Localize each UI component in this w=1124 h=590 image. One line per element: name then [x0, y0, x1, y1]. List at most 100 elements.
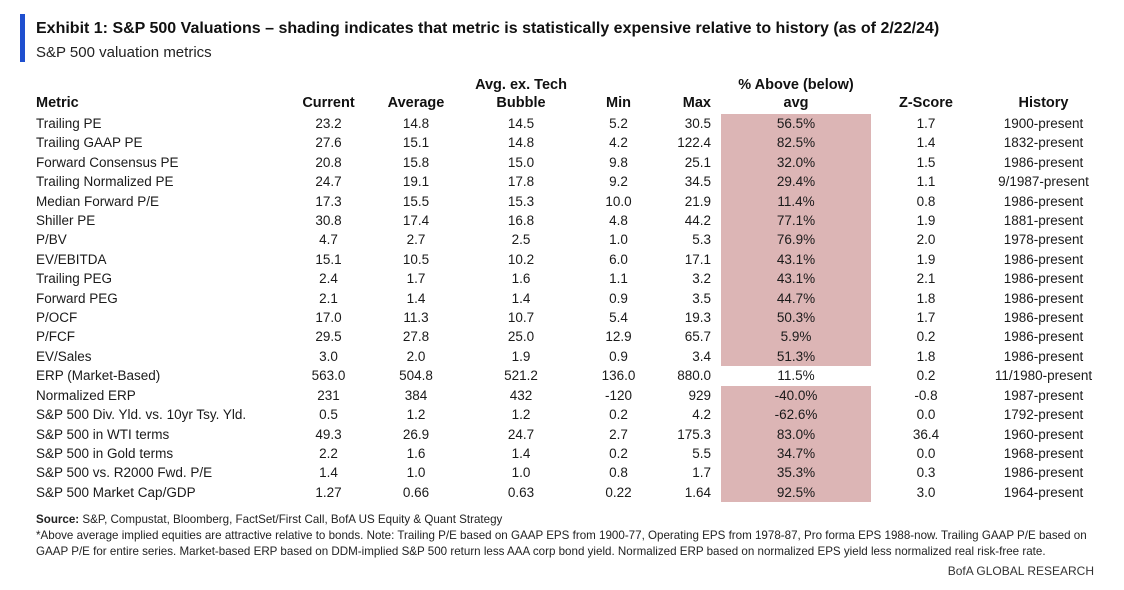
cell-zscore: 1.8: [916, 348, 936, 364]
cell-pct-above-avg: 51.3%: [721, 346, 871, 367]
cell-metric: S&P 500 in WTI terms: [36, 426, 170, 442]
cell-pct-above-avg: 35.3%: [721, 463, 871, 483]
cell-min: 0.2: [609, 407, 628, 423]
table-row: S&P 500 Market Cap/GDP 1.27 0.66 0.63 0.22 1.…: [36, 482, 1106, 503]
cell-avg-ex-tech: 521.2: [504, 368, 538, 384]
cell-average: 15.1: [402, 135, 430, 151]
cell-pct-above-avg: 92.5%: [721, 482, 871, 503]
cell-pct-above-avg: 11.4%: [721, 191, 871, 212]
cell-average: 14.8: [402, 116, 430, 131]
cell-zscore: 3.0: [916, 484, 936, 500]
table-row: Shiller PE 30.8 17.4 16.8 4.8 44.2 77.1% 1.9 188…: [36, 211, 1106, 231]
cell-pct-above-avg: 44.7%: [721, 288, 871, 309]
cell-current: 0.5: [319, 407, 338, 423]
notes-section: Source: S&P, Compustat, Bloomberg, FactS…: [36, 512, 1106, 560]
cell-min: 6.0: [609, 251, 628, 267]
cell-min: 2.7: [609, 426, 628, 442]
exhibit-title: Exhibit 1: S&P 500 Valuations – shading …: [36, 20, 940, 37]
cell-current: 4.7: [319, 232, 338, 248]
table-row: Forward PEG 2.1 1.4 1.4 0.9 3.5 44.7% 1.8 1986-p…: [36, 288, 1106, 309]
cell-avg-ex-tech: 15.0: [507, 154, 535, 170]
table-row: S&P 500 in Gold terms 2.2 1.6 1.4 0.2 5.5 34.7…: [36, 443, 1106, 464]
cell-zscore: 0.0: [916, 445, 936, 461]
cell-min: 9.2: [609, 174, 628, 190]
cell-max: 19.3: [684, 310, 711, 326]
header-max: Max: [682, 95, 711, 111]
cell-current: 20.8: [315, 154, 342, 170]
cell-average: 384: [404, 387, 428, 403]
cell-zscore: -0.8: [914, 387, 938, 403]
header-zscore: Z-Score: [899, 95, 953, 111]
cell-metric: EV/Sales: [36, 348, 92, 364]
header-min: Min: [606, 95, 631, 111]
cell-min: 9.8: [609, 154, 628, 170]
table-row: Normalized ERP 231 384 432 -120 929 -40.0% -0.8…: [36, 385, 1106, 406]
cell-metric: Median Forward P/E: [36, 193, 160, 209]
cell-zscore: 1.9: [916, 251, 936, 267]
cell-average: 1.4: [406, 290, 426, 306]
cell-average: 10.5: [402, 251, 430, 267]
cell-metric: Shiller PE: [36, 213, 96, 229]
cell-min: 10.0: [605, 193, 632, 209]
cell-avg-ex-tech: 10.7: [507, 310, 535, 326]
cell-min: 0.8: [609, 465, 628, 481]
header-avg-ex-tech: Avg. ex. Tech Bubble: [461, 76, 581, 114]
cell-min: 0.22: [605, 484, 632, 500]
source-line: Source: S&P, Compustat, Bloomberg, FactS…: [36, 512, 1106, 528]
cell-zscore: 1.7: [916, 310, 936, 326]
cell-current: 3.0: [319, 348, 338, 364]
valuation-table-container: Metric Current Average Avg. ex. Tech Bub…: [36, 76, 1106, 503]
header-pct-line1: % Above (below): [738, 77, 854, 93]
cell-metric: S&P 500 in Gold terms: [36, 445, 174, 461]
table-row: EV/Sales 3.0 2.0 1.9 0.9 3.4 51.3% 1.8 1986-pres…: [36, 346, 1106, 367]
cell-max: 1.64: [684, 484, 711, 500]
cell-current: 30.8: [315, 213, 342, 229]
cell-max: 21.9: [684, 193, 711, 209]
table-row: EV/EBITDA 15.1 10.5 10.2 6.0 17.1 43.1% 1.9 1986…: [36, 249, 1106, 270]
table-row: Trailing PEG 2.4 1.7 1.6 1.1 3.2 43.1% 2.1 1986-…: [36, 269, 1106, 289]
cell-min: 5.2: [609, 116, 628, 131]
table-row: S&P 500 in WTI terms 49.3 26.9 24.7 2.7 175.3…: [36, 424, 1106, 444]
cell-metric: P/OCF: [36, 310, 78, 326]
cell-min: 5.4: [609, 310, 628, 326]
cell-average: 1.7: [406, 271, 426, 287]
table-row: P/FCF 29.5 27.8 25.0 12.9 65.7 5.9% 0.2 1986-pre…: [36, 327, 1106, 347]
cell-avg-ex-tech: 1.9: [511, 348, 531, 364]
cell-average: 17.4: [402, 213, 430, 229]
cell-history: 1986-present: [1003, 251, 1084, 267]
cell-current: 1.27: [315, 484, 342, 500]
cell-average: 2.0: [406, 348, 426, 364]
cell-min: 1.0: [609, 232, 628, 248]
cell-pct-above-avg: 50.3%: [721, 308, 871, 328]
cell-min: 4.2: [609, 135, 628, 151]
cell-min: 0.9: [609, 290, 628, 306]
cell-max: 3.4: [692, 348, 711, 364]
cell-history: 1987-present: [1003, 387, 1084, 403]
cell-pct-above-avg: -40.0%: [721, 385, 871, 406]
cell-history: 1986-present: [1003, 193, 1084, 209]
cell-max: 4.2: [692, 407, 711, 423]
cell-history: 1964-present: [1003, 484, 1084, 500]
cell-zscore: 0.0: [916, 407, 936, 423]
cell-avg-ex-tech: 2.5: [511, 232, 531, 248]
cell-average: 2.7: [406, 232, 426, 248]
cell-min: 0.2: [609, 445, 628, 461]
cell-metric: Trailing PEG: [36, 271, 113, 287]
table-row: P/BV 4.7 2.7 2.5 1.0 5.3 76.9% 2.0 1978-present: [36, 230, 1106, 250]
cell-metric: P/BV: [36, 232, 67, 248]
cell-current: 17.0: [315, 310, 342, 326]
cell-current: 563.0: [311, 368, 346, 384]
cell-zscore: 0.8: [916, 193, 936, 209]
cell-history: 1986-present: [1003, 154, 1084, 170]
cell-zscore: 0.3: [916, 465, 936, 481]
source-label: Source:: [36, 513, 80, 526]
valuation-table: Metric Current Average Avg. ex. Tech Bub…: [36, 76, 1106, 503]
cell-pct-above-avg: 76.9%: [721, 230, 871, 250]
cell-history: 1986-present: [1003, 271, 1084, 287]
header-avg-ex-tech-line1: Avg. ex. Tech: [475, 77, 567, 93]
cell-pct-above-avg: 43.1%: [721, 249, 871, 270]
cell-pct-above-avg: 77.1%: [721, 211, 871, 231]
cell-average: 1.6: [406, 445, 426, 461]
table-row: Trailing Normalized PE 24.7 19.1 17.8 9.2 34.…: [36, 172, 1106, 192]
cell-zscore: 1.5: [916, 154, 936, 170]
